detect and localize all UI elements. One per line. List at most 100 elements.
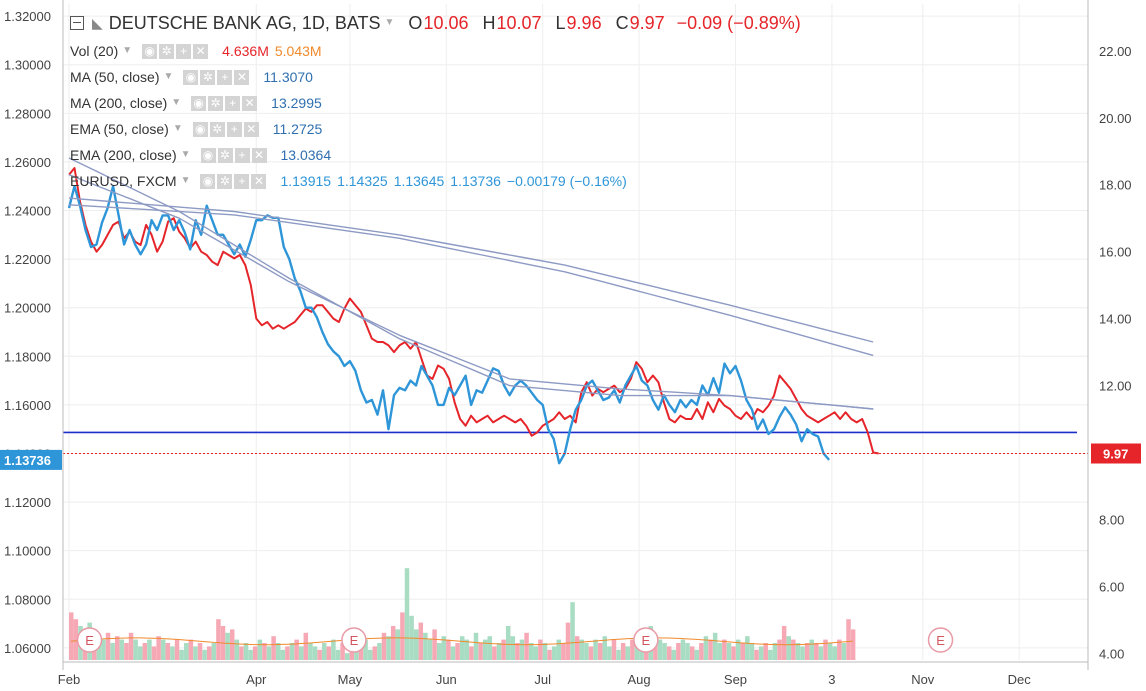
gear-icon[interactable]: ✲ [200,69,216,85]
volume-bar [487,636,493,660]
plus-icon[interactable]: + [234,147,250,163]
gear-icon[interactable]: ✲ [217,173,233,189]
volume-bar [758,646,764,660]
eye-icon[interactable]: ◉ [200,173,216,189]
volume-bar [432,629,437,660]
x-axis-tick: Jul [534,672,551,687]
earnings-label: E [642,633,651,648]
close-icon[interactable]: ✕ [242,95,258,111]
plus-icon[interactable]: + [225,95,241,111]
indicator-controls: ◉ ✲ + ✕ [200,147,269,163]
left-axis-tick: 1.32000 [4,9,51,24]
earnings-marker[interactable]: E [76,627,103,653]
moving-average-line [68,174,874,410]
indicator-row[interactable]: MA (50, close) ▼ ◉ ✲ + ✕ 11.3070 [70,64,801,90]
volume-bar [809,639,814,660]
indicator-row[interactable]: Vol (20) ▼ ◉ ✲ + ✕ 4.636M 5.043M [70,38,801,64]
eye-icon[interactable]: ◉ [192,121,208,137]
volume-bar [151,646,157,660]
plus-icon[interactable]: + [226,121,242,137]
earnings-marker[interactable]: E [341,627,367,653]
volume-bar [827,643,833,660]
close-icon[interactable]: ✕ [251,147,267,163]
eye-icon[interactable]: ◉ [191,95,207,111]
volume-bar [271,636,276,660]
indicator-label: MA (50, close) [70,69,160,85]
volume-bar [142,643,148,660]
close-icon[interactable]: ✕ [234,69,250,85]
x-axis-tick: 3 [828,672,835,687]
dropdown-caret-icon[interactable]: ▼ [171,97,182,108]
volume-bar [676,643,681,660]
gear-icon[interactable]: ✲ [208,95,224,111]
volume-bar [73,619,79,660]
dropdown-caret-icon[interactable]: ▼ [180,149,191,160]
volume-bar [814,643,819,660]
plus-icon[interactable]: + [176,43,192,59]
volume-bar [722,639,727,660]
volume-bar [620,643,626,660]
volume-bar [427,639,433,660]
gear-icon[interactable]: ✲ [217,147,233,163]
gear-icon[interactable]: ✲ [209,121,225,137]
volume-bar [400,612,405,660]
volume-bar [823,639,828,660]
earnings-label: E [936,633,945,648]
volume-bar [262,643,267,660]
volume-bar [160,639,166,660]
close-icon[interactable]: ✕ [243,121,259,137]
flag-icon[interactable]: ◣ [92,15,103,31]
x-axis-tick: Nov [911,672,935,687]
gear-icon[interactable]: ✲ [159,43,175,59]
volume-bar [133,639,138,660]
indicator-row[interactable]: EMA (200, close) ▼ ◉ ✲ + ✕ 13.0364 [70,142,801,168]
indicator-row[interactable]: EMA (50, close) ▼ ◉ ✲ + ✕ 11.2725 [70,116,801,142]
dropdown-caret-icon[interactable]: ▼ [163,71,174,82]
left-axis-tick: 1.18000 [4,349,51,364]
eye-icon[interactable]: ◉ [142,43,158,59]
volume-bar [625,646,631,660]
volume-bar [225,632,230,660]
close-icon[interactable]: ✕ [251,173,267,189]
volume-bar [188,639,194,660]
plus-icon[interactable]: + [234,173,250,189]
close-icon[interactable]: ✕ [193,43,209,59]
right-axis-tick: 8.00 [1099,512,1124,527]
earnings-circle [341,627,367,653]
volume-bar [795,643,801,660]
volume-bar [579,639,585,660]
volume-bar [363,639,368,660]
eye-icon[interactable]: ◉ [183,69,199,85]
dropdown-caret-icon[interactable]: ▼ [180,175,191,186]
earnings-marker[interactable]: E [633,627,659,653]
volume-bar [616,649,621,660]
volume-bar [804,643,810,660]
x-axis-tick: Feb [58,672,80,687]
volume-bar [740,643,745,660]
plus-icon[interactable]: + [217,69,233,85]
indicator-row[interactable]: EURUSD, FXCM ▼ ◉ ✲ + ✕ 1.13915 1.14325 1.13645 1.… [70,168,801,194]
volume-bar [459,636,465,660]
left-axis-tick: 1.20000 [4,301,51,316]
volume-bar [119,639,125,660]
volume-bar [841,643,847,660]
indicator-row[interactable]: MA (200, close) ▼ ◉ ✲ + ✕ 13.2995 [70,90,801,116]
volume-bar [266,646,272,660]
volume-bar [298,646,304,660]
left-axis-tick: 1.12000 [4,495,51,510]
volume-bar [551,646,557,660]
volume-bar [344,653,350,660]
volume-bar [538,639,543,660]
collapse-icon[interactable] [70,16,84,30]
volume-bar [101,639,106,660]
dropdown-caret-icon[interactable]: ▼ [122,45,133,56]
dropdown-caret-icon[interactable]: ▼ [384,17,395,28]
dropdown-caret-icon[interactable]: ▼ [172,123,183,134]
earnings-circle [76,627,103,653]
eye-icon[interactable]: ◉ [200,147,216,163]
earnings-marker[interactable]: E [927,627,954,653]
volume-bar [349,649,355,660]
